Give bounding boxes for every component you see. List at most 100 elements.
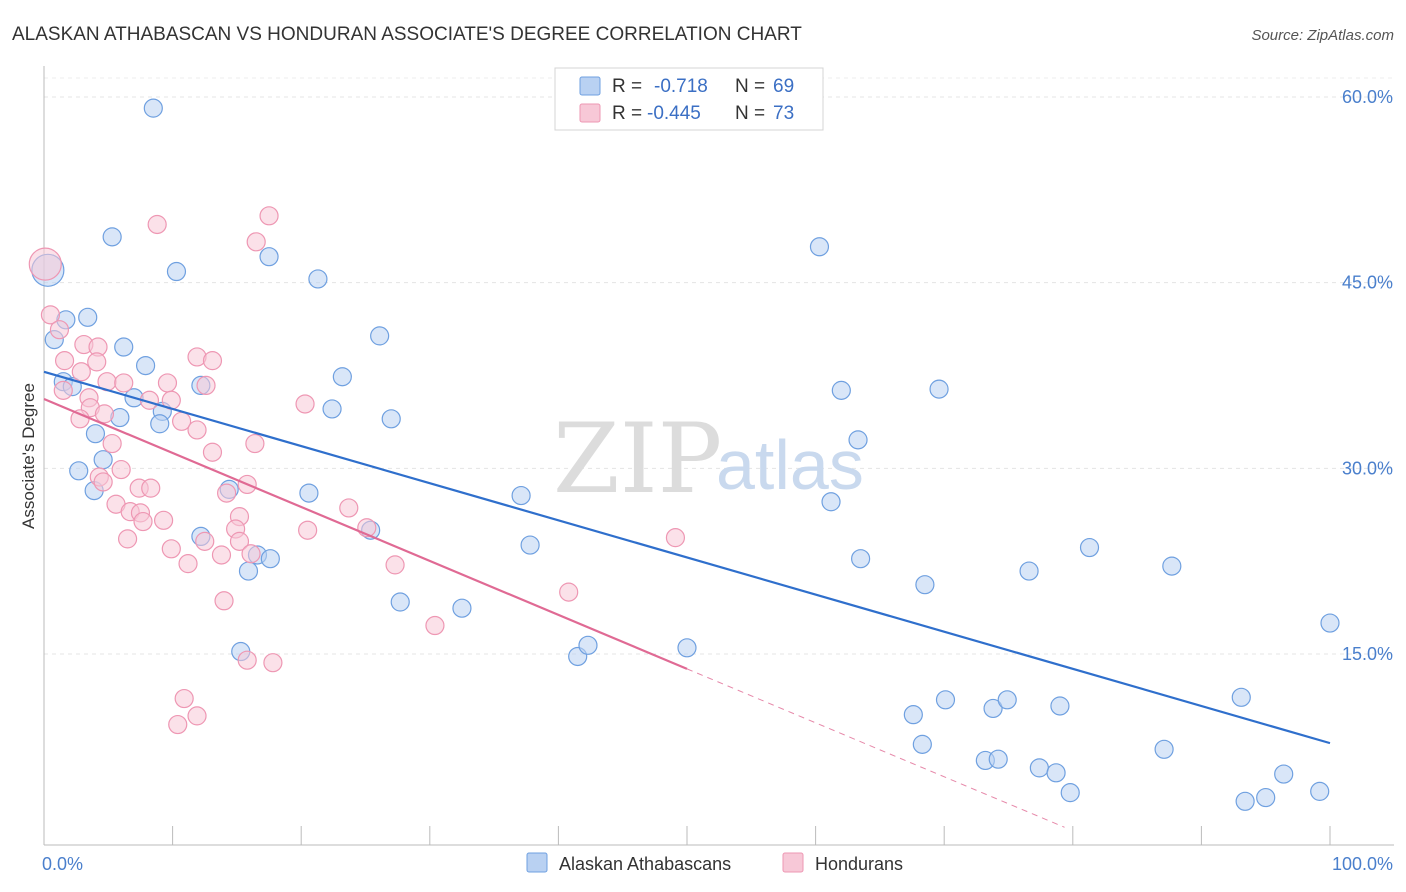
point-athabascan bbox=[848, 430, 868, 450]
legend-r-value-athabascan: -0.718 bbox=[654, 76, 708, 97]
point-athabascan bbox=[1231, 687, 1251, 707]
point-honduran bbox=[195, 531, 215, 551]
point-athabascan bbox=[143, 98, 163, 118]
legend-n-label-athabascan: N = bbox=[735, 76, 765, 97]
point-athabascan bbox=[1019, 561, 1039, 581]
y-tick-label: 45.0% bbox=[1342, 273, 1393, 293]
point-honduran bbox=[111, 459, 131, 480]
point-honduran bbox=[87, 352, 107, 372]
point-athabascan bbox=[332, 367, 352, 387]
point-honduran bbox=[54, 351, 75, 371]
point-athabascan bbox=[93, 450, 113, 470]
trend-line-honduran-extension bbox=[686, 668, 1065, 828]
point-honduran bbox=[665, 528, 686, 548]
point-athabascan bbox=[915, 575, 935, 595]
point-honduran bbox=[217, 483, 237, 503]
point-athabascan bbox=[69, 461, 89, 481]
bottom-legend-swatch-honduran bbox=[782, 852, 804, 873]
point-honduran bbox=[94, 404, 115, 424]
point-honduran bbox=[559, 582, 579, 602]
x-tick-labels: 0.0% 100.0% bbox=[42, 854, 1393, 874]
legend-swatch-honduran bbox=[579, 103, 601, 123]
point-honduran bbox=[114, 373, 134, 393]
legend-r-label-honduran: R = bbox=[612, 103, 642, 124]
point-honduran bbox=[202, 351, 223, 371]
point-athabascan bbox=[1046, 763, 1066, 783]
point-honduran bbox=[187, 420, 207, 440]
point-athabascan bbox=[903, 705, 923, 725]
point-athabascan bbox=[1154, 739, 1174, 759]
point-honduran bbox=[153, 510, 174, 530]
point-athabascan bbox=[370, 326, 390, 346]
point-athabascan bbox=[260, 549, 280, 569]
chart-title: ALASKAN ATHABASCAN VS HONDURAN ASSOCIATE… bbox=[12, 24, 802, 45]
point-athabascan bbox=[114, 337, 134, 357]
point-athabascan bbox=[851, 549, 871, 569]
point-athabascan bbox=[166, 261, 187, 282]
point-athabascan bbox=[1029, 758, 1049, 778]
point-honduran bbox=[141, 478, 161, 498]
x-tick-label: 100.0% bbox=[1332, 854, 1393, 874]
point-athabascan bbox=[85, 424, 106, 444]
point-athabascan bbox=[912, 734, 932, 754]
point-honduran bbox=[263, 653, 283, 673]
point-honduran bbox=[53, 380, 73, 400]
trend-line-athabascan bbox=[43, 370, 1331, 745]
point-honduran bbox=[174, 688, 194, 709]
axes bbox=[43, 66, 1394, 846]
point-honduran bbox=[298, 520, 318, 540]
y-tick-label: 15.0% bbox=[1342, 644, 1393, 664]
point-honduran bbox=[161, 539, 181, 559]
point-athabascan bbox=[308, 269, 328, 289]
point-honduran bbox=[259, 206, 279, 226]
stats-legend: R = -0.718 N = 69 R = -0.445 N = 73 bbox=[554, 67, 824, 131]
point-athabascan bbox=[677, 638, 697, 658]
point-honduran bbox=[147, 214, 167, 235]
point-honduran bbox=[229, 531, 250, 551]
chart-source: Source: ZipAtlas.com bbox=[1251, 27, 1394, 44]
y-axis-label: Associate's Degree bbox=[19, 383, 38, 529]
point-honduran bbox=[117, 529, 138, 549]
point-athabascan bbox=[452, 598, 472, 618]
point-honduran bbox=[339, 498, 359, 518]
point-honduran bbox=[211, 545, 232, 565]
x-tick-label: 0.0% bbox=[42, 854, 83, 874]
point-athabascan bbox=[390, 592, 410, 612]
point-athabascan bbox=[238, 561, 259, 581]
point-honduran bbox=[93, 472, 113, 492]
point-honduran bbox=[245, 433, 265, 454]
point-athabascan bbox=[259, 247, 279, 267]
point-athabascan bbox=[983, 698, 1003, 719]
point-honduran bbox=[102, 433, 122, 454]
point-honduran bbox=[196, 375, 216, 396]
point-honduran bbox=[71, 362, 91, 382]
legend-r-label-athabascan: R = bbox=[612, 76, 642, 97]
point-honduran bbox=[202, 442, 223, 462]
point-honduran bbox=[246, 232, 266, 252]
point-honduran bbox=[168, 714, 188, 735]
point-athabascan bbox=[1079, 537, 1100, 558]
bottom-legend-swatch-athabascan bbox=[526, 852, 548, 873]
point-athabascan bbox=[299, 483, 319, 503]
point-athabascan bbox=[1320, 613, 1340, 633]
point-athabascan bbox=[1162, 556, 1182, 576]
point-athabascan bbox=[1310, 781, 1330, 801]
legend-n-label-honduran: N = bbox=[735, 103, 765, 124]
legend-n-value-athabascan: 69 bbox=[773, 76, 794, 97]
series-legend: Alaskan Athabascans Hondurans bbox=[526, 852, 903, 874]
point-athabascan bbox=[1050, 696, 1070, 716]
point-honduran bbox=[241, 544, 261, 564]
point-athabascan bbox=[997, 690, 1017, 710]
legend-n-value-honduran: 73 bbox=[773, 103, 794, 124]
scatter-points bbox=[28, 98, 1340, 811]
point-athabascan bbox=[78, 307, 98, 327]
point-athabascan bbox=[150, 414, 170, 434]
y-tick-label: 30.0% bbox=[1342, 458, 1393, 478]
point-athabascan bbox=[831, 380, 851, 400]
point-honduran bbox=[295, 394, 315, 414]
point-athabascan bbox=[1274, 764, 1294, 784]
point-athabascan bbox=[929, 379, 949, 399]
point-honduran bbox=[40, 305, 61, 325]
point-honduran bbox=[178, 554, 198, 574]
